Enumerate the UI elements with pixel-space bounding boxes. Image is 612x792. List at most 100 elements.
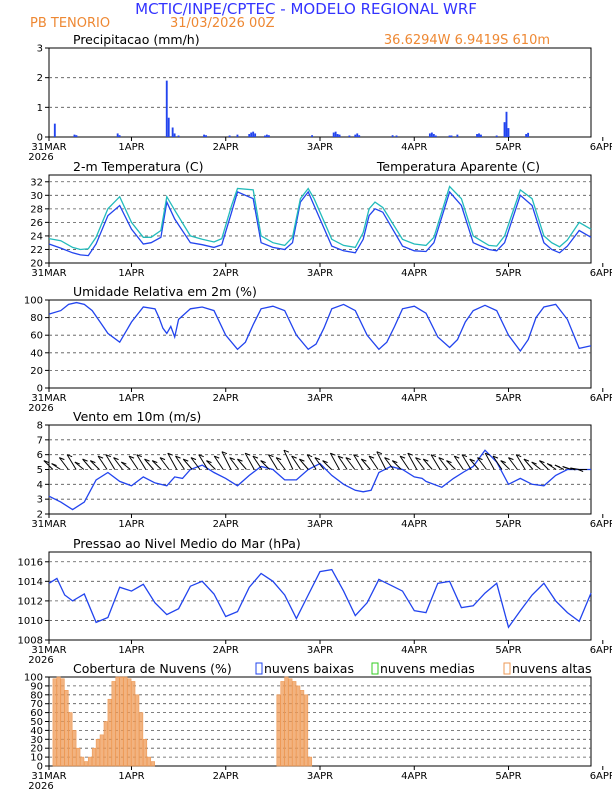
temp-xtick-label: 3APR xyxy=(307,268,333,279)
cloud-high-bar xyxy=(284,676,289,767)
precip-xtick-label: 2APR xyxy=(213,142,239,153)
rh-ytick-label: 40 xyxy=(30,348,43,359)
wind-barb-flag xyxy=(214,455,220,459)
panel-wind: 2 3 4 5 6 7 8 31MAR 1APR 2APR 3APR 4APR 5APR 6APR Vent… xyxy=(31,409,612,530)
panel-temp: 20 22 24 26 28 30 32 31MAR 1APR 2APR 3APR 4APR 5APR 6… xyxy=(30,159,612,279)
cloud-high-bar xyxy=(80,756,85,767)
clouds-xtick-label: 5APR xyxy=(495,771,521,782)
clouds-xtick-label: 1APR xyxy=(118,771,144,782)
clouds-ytick-label: 40 xyxy=(30,726,43,737)
wind-barb xyxy=(144,458,154,470)
precip-bar xyxy=(434,135,437,137)
slp-ytick-label: 1014 xyxy=(18,577,43,588)
slp-xtick-label: 6APR xyxy=(590,645,612,656)
rh-title: Umidade Relativa em 2m (%) xyxy=(73,284,257,299)
wind-barb xyxy=(299,458,309,470)
wind-ytick-label: 6 xyxy=(37,450,43,461)
wind-ytick-label: 5 xyxy=(37,465,43,476)
precip-bar xyxy=(177,135,180,137)
rh-xtick-label: 4APR xyxy=(401,393,427,404)
wind-barb xyxy=(291,455,302,470)
rh-frame xyxy=(48,299,592,389)
wind-barb-flag xyxy=(446,460,452,464)
wind-barb xyxy=(58,457,69,470)
temp-xtick-label: 2APR xyxy=(213,268,239,279)
cloud-legend-label: nuvens medias xyxy=(380,661,475,676)
cloud-high-bar xyxy=(72,730,77,767)
cloud-high-bar xyxy=(119,676,124,767)
precip-title: Precipitacao (mm/h) xyxy=(73,32,200,47)
clouds-ytick-label: 90 xyxy=(30,681,43,692)
wind-barb-flag xyxy=(183,458,189,462)
wind-barb xyxy=(500,460,511,470)
wind-barb xyxy=(539,460,549,470)
wind-barb xyxy=(353,454,364,470)
wind-barb xyxy=(345,457,356,470)
wind-barb-flag xyxy=(198,454,204,458)
slp-ytick-label: 1008 xyxy=(18,636,43,647)
precip-bar xyxy=(456,134,459,137)
wind-barb-flag xyxy=(492,455,499,459)
cloud-high-bar xyxy=(107,698,112,767)
slp-year-label: 2026 xyxy=(28,655,53,666)
wind-barb xyxy=(175,455,185,470)
wind-barb-flag xyxy=(90,460,96,464)
wind-barb xyxy=(384,457,394,470)
wind-barb-flag xyxy=(577,469,584,472)
wind-barb-flag xyxy=(167,452,173,456)
wind-barb xyxy=(415,457,425,470)
wind-barb-flag xyxy=(399,455,406,459)
wind-barb xyxy=(329,452,340,470)
precip-bar xyxy=(248,134,251,137)
clouds-ytick-label: 0 xyxy=(37,762,43,773)
wind-barb xyxy=(461,454,472,470)
cloud-high-bar xyxy=(68,712,73,767)
wind-barb xyxy=(252,455,263,470)
wind-barb-flag xyxy=(337,455,344,459)
wind-barb-flag xyxy=(485,452,491,456)
wind-barb-flag xyxy=(392,460,398,464)
wind-barb-flag xyxy=(314,457,321,461)
wind-barb-flag xyxy=(454,455,460,459)
wind-barb xyxy=(275,457,286,470)
wind-barb xyxy=(206,460,216,470)
clouds-ytick-label: 20 xyxy=(30,744,43,755)
precip-ytick-label: 1 xyxy=(37,103,43,114)
precip-bar xyxy=(167,117,170,137)
slp-xtick-label: 1APR xyxy=(118,645,144,656)
precip-bar xyxy=(75,135,78,137)
precip-bar xyxy=(503,122,506,137)
wind-barb-flag xyxy=(345,457,352,461)
cloud-high-bar xyxy=(292,681,297,767)
rh-year-label: 2026 xyxy=(28,403,53,414)
wind-barb-flag xyxy=(268,454,274,458)
wind-barb xyxy=(136,454,147,470)
temp-ytick-label: 22 xyxy=(30,245,43,256)
wind-barb xyxy=(190,457,201,470)
wind-barb xyxy=(120,461,131,470)
wind-barb xyxy=(221,451,232,470)
rh-ytick-label: 0 xyxy=(37,384,43,395)
precip-bar xyxy=(395,135,398,137)
rh-ytick-label: 20 xyxy=(30,366,43,377)
temp-xtick-label: 5APR xyxy=(495,268,521,279)
wind-barb-flag xyxy=(415,457,421,461)
wind-barb xyxy=(438,457,449,470)
wind-barb xyxy=(446,460,456,470)
cloud-high-bar xyxy=(111,681,116,767)
wind-barb-flag xyxy=(66,454,73,458)
wind-barb-flag xyxy=(82,458,88,462)
wind-barb-flag xyxy=(74,461,81,465)
panel-rh: 0 20 40 60 80 100 31MAR 1APR 2APR 3APR 4APR 5APR 6AP… xyxy=(24,284,612,414)
station-coords: 36.6294W 6.9419S 610m xyxy=(384,33,550,48)
cloud-high-bar xyxy=(135,694,140,767)
precip-bar xyxy=(264,135,266,137)
cloud-high-bar xyxy=(307,756,313,767)
precip-bar xyxy=(254,133,257,137)
wind-barb-flag xyxy=(51,463,57,467)
wind-ytick-label: 3 xyxy=(37,495,43,506)
wind-barb-flag xyxy=(128,455,135,459)
rh-xtick-label: 1APR xyxy=(118,393,144,404)
wind-ytick-label: 8 xyxy=(37,421,43,432)
